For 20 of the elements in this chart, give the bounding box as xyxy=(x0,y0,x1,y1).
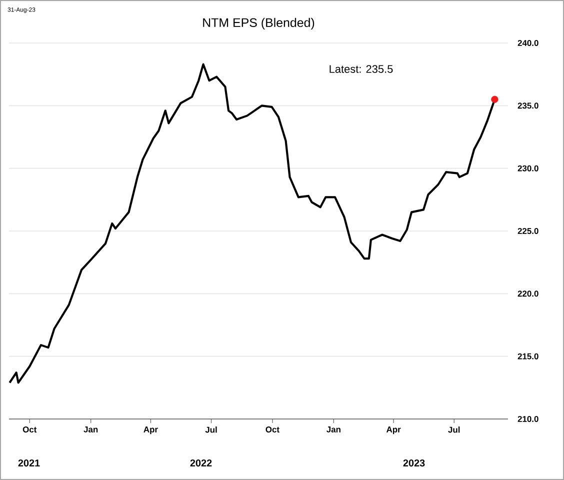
y-tick-label: 240.0 xyxy=(518,40,538,46)
y-tick-label: 220.0 xyxy=(518,290,538,297)
text: 2022 xyxy=(190,459,212,467)
y-tick-label: 230.0 xyxy=(518,165,538,172)
y-tick-label: 225.0 xyxy=(518,228,538,234)
x-tick-label: Jan xyxy=(326,426,340,432)
chart-title: NTM EPS (Blended) xyxy=(203,18,314,30)
x-tick-label: Jul xyxy=(448,426,460,433)
y-tick-label: 210.0 xyxy=(518,416,538,422)
x-tick-label: Apr xyxy=(386,426,401,434)
x-tick-label: Jan xyxy=(84,426,98,432)
annotation: Latest: 235.5 xyxy=(330,65,393,73)
text: 2023 xyxy=(403,459,425,467)
y-tick-label: 235.0 xyxy=(518,102,538,109)
x-tick-label: Oct xyxy=(266,426,280,433)
x-tick-label: Apr xyxy=(144,426,158,434)
x-tick-label: Jul xyxy=(205,426,217,433)
x-tick-label: Oct xyxy=(22,426,37,433)
text: 2021 xyxy=(18,459,40,467)
y-tick-label: 215.0 xyxy=(518,353,538,360)
